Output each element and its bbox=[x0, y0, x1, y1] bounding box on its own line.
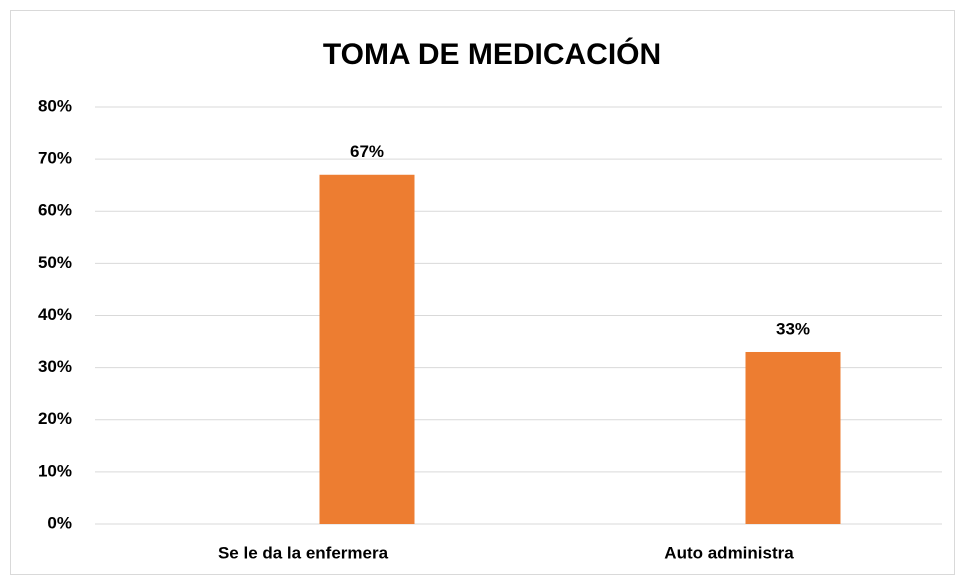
data-label: 67% bbox=[350, 142, 384, 161]
bar bbox=[319, 174, 415, 524]
y-tick-label: 30% bbox=[38, 357, 72, 376]
y-tick-label: 0% bbox=[47, 513, 72, 532]
y-tick-label: 50% bbox=[38, 253, 72, 272]
x-tick-label: Auto administra bbox=[664, 543, 794, 562]
x-tick-label: Se le da la enfermera bbox=[218, 543, 389, 562]
y-tick-label: 10% bbox=[38, 461, 72, 480]
y-tick-label: 40% bbox=[38, 305, 72, 324]
y-tick-label: 80% bbox=[38, 96, 72, 115]
data-label: 33% bbox=[776, 319, 810, 338]
bar bbox=[745, 351, 841, 524]
chart-title: TOMA DE MEDICACIÓN bbox=[323, 37, 661, 71]
y-tick-label: 60% bbox=[38, 201, 72, 220]
y-tick-label: 70% bbox=[38, 149, 72, 168]
y-tick-label: 20% bbox=[38, 409, 72, 428]
